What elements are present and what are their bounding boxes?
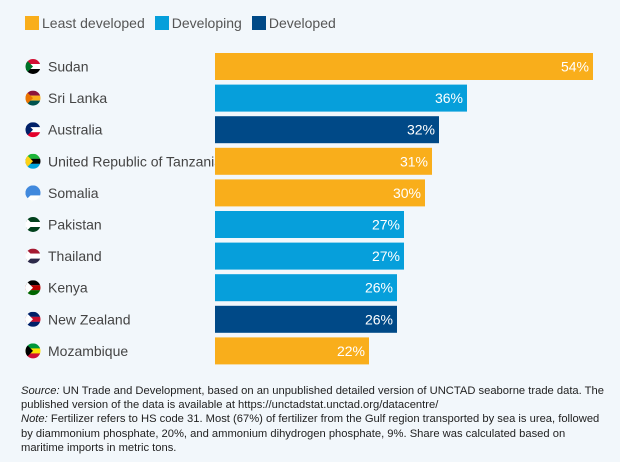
source-text: UN Trade and Development, based on an un… (21, 385, 604, 412)
category-label: Kenya (48, 280, 88, 296)
bar (215, 179, 425, 207)
footnotes: Source: UN Trade and Development, based … (21, 384, 611, 455)
flag-icon-new-zealand (25, 311, 41, 327)
data-label: 54% (561, 59, 589, 75)
bar (215, 53, 593, 80)
category-label: Pakistan (48, 217, 102, 233)
data-label: 26% (365, 311, 393, 327)
category-label: United Republic of Tanzania (48, 153, 222, 169)
bar (215, 274, 397, 302)
legend-item-developing: Developing (154, 15, 242, 31)
legend-swatch (25, 16, 39, 30)
flag-icon-kenya (25, 280, 41, 296)
note-label: Note: (21, 413, 48, 426)
bar-chart: Sudan 54% Sri Lanka 36% Australia 32% United R… (25, 53, 593, 365)
flag-icon-united-republic-of-tanzania (25, 153, 41, 169)
legend-item-least-developed: Least developed (25, 15, 145, 31)
category-label: Somalia (48, 185, 99, 201)
data-label: 32% (407, 122, 435, 138)
flag-icon-somalia (25, 185, 41, 201)
flag-icon-pakistan (25, 217, 41, 232)
bar (215, 147, 432, 175)
data-label: 30% (393, 185, 421, 201)
flag-icon-sri-lanka (25, 90, 41, 106)
category-label: Mozambique (48, 343, 128, 359)
category-label: Sudan (48, 59, 88, 75)
legend-label: Least developed (42, 15, 145, 31)
bar (215, 116, 439, 144)
flag-icon-sudan (25, 59, 41, 74)
category-label: Sri Lanka (48, 90, 107, 106)
legend: Least developed Developing Developed (25, 15, 336, 31)
data-label: 22% (337, 343, 365, 359)
data-label: 36% (435, 90, 463, 106)
bar (215, 305, 397, 333)
category-label: New Zealand (48, 311, 131, 327)
flag-icon-australia (25, 122, 41, 138)
legend-label: Developed (268, 15, 336, 31)
data-label: 26% (365, 280, 393, 296)
bar (215, 337, 369, 365)
legend-label: Developing (171, 15, 242, 31)
bar (215, 211, 404, 238)
flag-icon-mozambique (25, 343, 41, 359)
note-text: Fertilizer refers to HS code 31. Most (6… (21, 413, 600, 454)
category-label: Australia (48, 122, 103, 138)
source-note: Source: UN Trade and Development, based … (21, 384, 611, 412)
data-label: 27% (372, 248, 400, 264)
data-label: 27% (372, 217, 400, 233)
source-label: Source: (21, 385, 60, 397)
legend-swatch (154, 16, 169, 30)
bar (215, 242, 404, 270)
legend-swatch (251, 16, 266, 30)
flag-icon-thailand (25, 248, 41, 264)
note: Note: Fertilizer refers to HS code 31. M… (21, 412, 611, 455)
bar (215, 84, 467, 112)
category-label: Thailand (48, 248, 102, 264)
data-label: 31% (400, 153, 428, 169)
legend-item-developed: Developed (251, 15, 336, 31)
